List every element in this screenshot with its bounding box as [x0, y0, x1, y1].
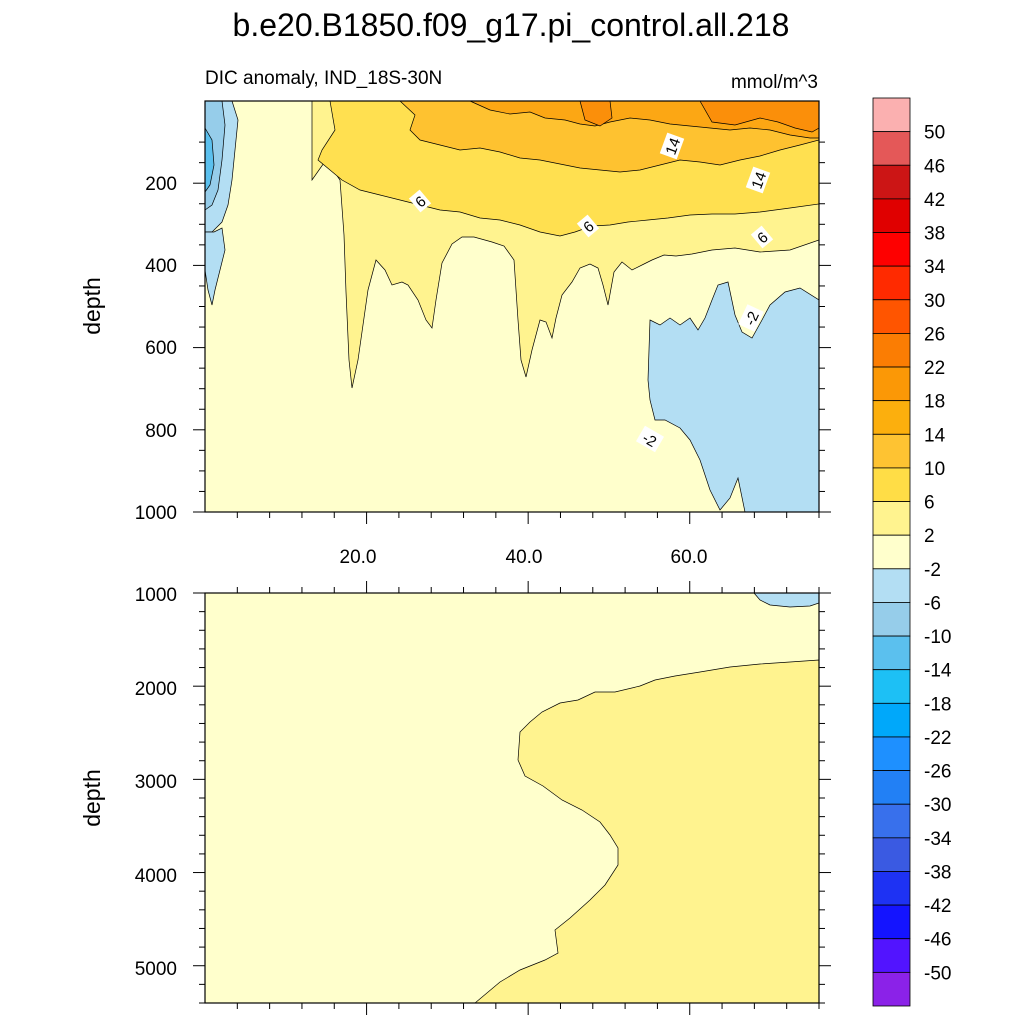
colorbar-swatch — [872, 702, 911, 738]
colorbar-swatch — [872, 433, 911, 469]
lower-panel: 1000 2000 3000 4000 5000 depth — [79, 581, 831, 1015]
colorbar-swatch — [872, 299, 911, 334]
upper-xtick-label-20: 20.0 — [340, 547, 377, 568]
colorbar-label: 46 — [924, 156, 945, 177]
colorbar-label: 38 — [924, 224, 945, 245]
upper-fill-deep-negative — [647, 281, 820, 513]
upper-subtitle-right: mmol/m^3 — [731, 72, 818, 93]
colorbar-label: -42 — [924, 896, 951, 917]
colorbar-swatch — [872, 568, 911, 603]
colorbar-swatch — [872, 164, 911, 200]
colorbar-label: 2 — [924, 526, 935, 547]
lower-fill-2-to-6 — [474, 659, 820, 1004]
upper-ytick-label-600: 600 — [145, 338, 177, 359]
colorbar-label: -18 — [924, 694, 951, 715]
upper-contour-label-6a: 6 — [408, 189, 432, 213]
colorbar-swatch — [872, 770, 911, 805]
colorbar-label: -2 — [924, 560, 941, 581]
lower-x-ticks — [236, 581, 820, 1015]
colorbar-label: 26 — [924, 324, 945, 345]
colorbar-label: -38 — [924, 862, 951, 883]
upper-ytick-label-400: 400 — [145, 256, 177, 277]
colorbar-swatch — [872, 232, 911, 267]
colorbar-swatch — [872, 871, 911, 906]
upper-x-ticks — [236, 512, 820, 524]
colorbar-label: -46 — [924, 930, 951, 951]
colorbar-swatch — [872, 265, 911, 301]
svg-text:14: 14 — [749, 170, 771, 191]
colorbar-swatch — [872, 837, 911, 872]
upper-contour-label-14a: 14 — [659, 132, 685, 160]
colorbar-label: -22 — [924, 728, 951, 749]
colorbar-label: -6 — [924, 593, 941, 614]
upper-contour-fills — [204, 100, 820, 513]
lower-ytick-label-2000: 2000 — [135, 679, 177, 700]
colorbar-swatch — [872, 971, 911, 1007]
upper-contour-label-m2b: -2 — [635, 425, 665, 453]
upper-contour-label-14b: 14 — [745, 166, 771, 194]
upper-contour-label-6c: 6 — [750, 225, 774, 249]
colorbar-label: -10 — [924, 627, 951, 648]
lower-y-axis-label: depth — [79, 769, 105, 827]
colorbar-swatch — [872, 602, 911, 637]
colorbar-swatch — [872, 904, 911, 940]
lower-contour-fills — [205, 592, 820, 1004]
colorbar-swatch — [872, 501, 911, 536]
upper-ytick-label-800: 800 — [145, 421, 177, 442]
colorbar-label: 42 — [924, 190, 945, 211]
colorbar-label: -30 — [924, 795, 951, 816]
colorbar-swatch — [872, 736, 911, 771]
colorbar-swatch — [872, 803, 911, 839]
colorbar-label: -26 — [924, 762, 951, 783]
upper-panel: DIC anomaly, IND_18S-30N mmol/m^3 200 40… — [79, 68, 831, 568]
colorbar-swatch — [872, 669, 911, 704]
colorbar-swatch — [872, 131, 911, 166]
colorbar-label: 6 — [924, 493, 935, 514]
colorbar-label: 50 — [924, 123, 945, 144]
colorbar-swatch — [872, 198, 911, 233]
colorbar-swatch — [872, 938, 911, 973]
colorbar-label: 14 — [924, 425, 946, 446]
figure-title: b.e20.B1850.f09_g17.pi_control.all.218 — [233, 7, 790, 43]
colorbar-label: -14 — [924, 661, 952, 682]
upper-xtick-label-60: 60.0 — [671, 547, 708, 568]
lower-ytick-label-5000: 5000 — [135, 959, 177, 980]
colorbar-label: 34 — [924, 257, 946, 278]
colorbar: 50 46 42 38 34 30 26 22 18 14 10 6 2 -2 -6 -10 -14 -18 -22… — [872, 97, 952, 1007]
upper-y-axis-label: depth — [79, 277, 105, 335]
upper-subtitle-left: DIC anomaly, IND_18S-30N — [205, 68, 442, 89]
colorbar-swatch — [872, 534, 911, 570]
colorbar-swatch — [872, 366, 911, 402]
lower-ytick-label-4000: 4000 — [135, 866, 177, 887]
svg-text:14: 14 — [663, 136, 685, 157]
colorbar-label: 30 — [924, 291, 945, 312]
colorbar-label: 22 — [924, 358, 945, 379]
upper-ytick-label-200: 200 — [145, 174, 177, 195]
upper-fill-minus2-to-minus6-b — [204, 227, 226, 306]
upper-ytick-label-1000: 1000 — [135, 503, 177, 524]
lower-y-ticks — [193, 592, 831, 1004]
colorbar-label: 10 — [924, 459, 945, 480]
lower-ytick-label-1000: 1000 — [135, 585, 177, 606]
upper-y-ticks — [193, 141, 831, 513]
colorbar-label: 18 — [924, 392, 945, 413]
colorbar-swatch — [872, 333, 911, 368]
colorbar-swatch — [872, 97, 911, 133]
lower-ytick-label-3000: 3000 — [135, 772, 177, 793]
colorbar-swatch — [872, 400, 911, 435]
svg-text:-2: -2 — [742, 309, 763, 328]
upper-xtick-label-40: 40.0 — [506, 547, 543, 568]
colorbar-label: -34 — [924, 829, 952, 850]
upper-contour-label-6b: 6 — [576, 214, 600, 238]
colorbar-label: -50 — [924, 963, 951, 984]
colorbar-swatch — [872, 467, 911, 502]
colorbar-swatch — [872, 635, 911, 671]
upper-contour-label-m2a: -2 — [738, 304, 764, 332]
